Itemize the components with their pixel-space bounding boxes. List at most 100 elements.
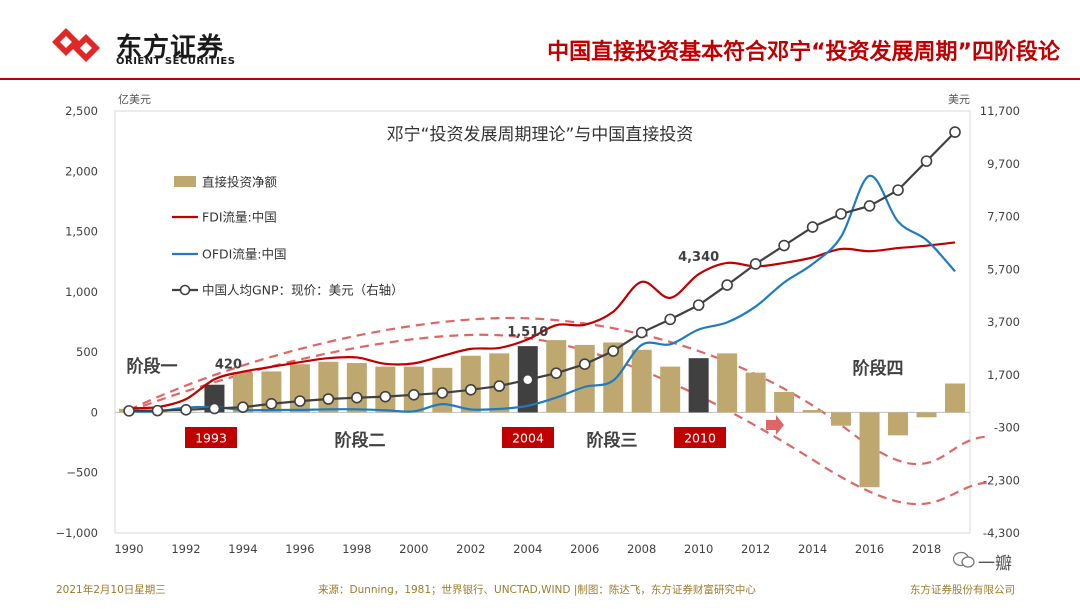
year-tag-label: 2004 — [512, 431, 544, 446]
gnp-marker — [664, 313, 676, 326]
y-right-tick-label: 5,700 — [987, 262, 1020, 276]
net-investment-bar — [574, 344, 595, 413]
gnp-marker — [892, 184, 904, 196]
y-right-tick-label: -2,300 — [983, 473, 1020, 487]
legend-swatch-gnp-marker — [179, 284, 191, 296]
left-axis-unit: 亿美元 — [118, 93, 151, 106]
gnp-marker — [351, 391, 363, 404]
gnp-marker — [123, 405, 135, 417]
y-right-tick-label: 11,700 — [980, 104, 1020, 118]
legend-label: OFDI流量:中国 — [202, 247, 287, 262]
gnp-marker — [863, 200, 876, 212]
page-title: 中国直接投资基本符合邓宁“投资发展周期”四阶段论 — [547, 40, 1060, 65]
x-tick-label: 2000 — [399, 542, 428, 556]
gnp-marker — [237, 401, 249, 413]
net-investment-bar — [745, 372, 766, 413]
y-left-tick-label: 1,000 — [65, 285, 98, 299]
gnp-marker — [749, 258, 762, 270]
x-tick-label: 2006 — [570, 542, 599, 556]
brand-name-cn: 东方证券 — [116, 33, 225, 63]
y-right-tick-label: 9,700 — [987, 157, 1020, 171]
plot-frame — [114, 110, 971, 534]
x-tick-label: 1994 — [228, 542, 257, 556]
year-tag-badge — [674, 427, 726, 448]
gnp-data-label: 420 — [215, 358, 242, 373]
y-left-tick-label: 1,500 — [65, 225, 98, 239]
y-left-tick-label: 0 — [91, 405, 98, 419]
gnp-marker — [436, 387, 449, 399]
fdi-chart: 邓宁“投资发展周期理论”与中国直接投资 亿美元 美元 −1,000 −500 0 50… — [55, 93, 1020, 556]
y-left-tick-label: 2,000 — [65, 164, 98, 178]
y-left-tick-label: −500 — [66, 466, 98, 480]
y-left-tick-label: −1,000 — [55, 526, 98, 540]
stage-label: 阶段一 — [127, 356, 178, 377]
gnp-data-label: 1,510 — [507, 325, 548, 340]
net-investment-bar — [603, 342, 624, 413]
net-investment-bar — [916, 412, 937, 418]
gnp-marker — [265, 397, 278, 410]
gnp-marker — [408, 388, 420, 401]
gnp-marker — [208, 402, 221, 415]
footer-company: 东方证券股份有限公司 — [910, 584, 1015, 596]
footer-date: 2021年2月10日星期三 — [56, 584, 166, 596]
gnp-marker — [692, 299, 705, 311]
stage-curve-upper — [128, 316, 991, 466]
net-investment-bar — [232, 372, 253, 413]
gnp-marker — [464, 383, 477, 396]
year-tag-label: 2010 — [684, 431, 716, 446]
gnp-marker — [806, 221, 819, 233]
x-tick-label: 2016 — [855, 542, 884, 556]
gnp-marker — [607, 345, 620, 357]
gnp-marker — [180, 404, 192, 416]
x-tick-label: 2018 — [912, 542, 941, 556]
gnp-marker — [949, 126, 961, 138]
gnp-marker — [578, 358, 591, 371]
x-tick-label: 2004 — [513, 542, 542, 556]
net-investment-bar — [346, 362, 367, 413]
legend-label: 中国人均GNP：现价：美元（右轴） — [202, 283, 404, 298]
x-tick-label: 2008 — [627, 542, 656, 556]
wechat-icon — [953, 551, 975, 568]
legend-label: FDI流量:中国 — [202, 210, 277, 225]
net-investment-bar — [688, 358, 709, 413]
fdi-line — [128, 241, 956, 410]
x-tick-label: 2012 — [741, 542, 770, 556]
legend-label: 直接投资净额 — [202, 175, 278, 190]
year-tag-badge — [185, 427, 237, 448]
gnp-marker — [550, 367, 563, 379]
net-investment-bar — [774, 391, 795, 413]
gnp-marker — [294, 395, 306, 407]
net-investment-bar — [204, 384, 225, 413]
gnp-marker — [835, 208, 847, 220]
net-investment-bar — [717, 353, 738, 413]
orient-securities-logo-icon — [52, 28, 100, 62]
brand-name-en: ORIENT SECURITIES — [116, 56, 236, 67]
y-right-tick-label: 1,700 — [987, 368, 1020, 382]
watermark-text: 一瓣 — [978, 554, 1012, 574]
y-left-tick-label: 2,500 — [65, 104, 98, 118]
gnp-marker — [521, 373, 534, 386]
year-tag-badge — [502, 427, 554, 448]
stage-label: 阶段二 — [335, 430, 386, 451]
y-left-tick-label: 500 — [76, 345, 98, 359]
net-investment-bar — [631, 349, 652, 413]
net-investment-bar — [375, 366, 396, 413]
x-tick-label: 2002 — [456, 542, 485, 556]
y-right-tick-label: 7,700 — [987, 210, 1020, 224]
footer-source: 来源：Dunning，1981；世界银行、UNCTAD,WIND |制图：陈达飞… — [318, 584, 756, 596]
title-divider — [0, 78, 1080, 80]
y-right-tick-label: -300 — [994, 421, 1020, 435]
net-investment-bar — [831, 412, 852, 426]
gnp-marker — [379, 390, 392, 403]
y-right-tick-label: 3,700 — [987, 315, 1020, 329]
net-investment-bar — [888, 412, 909, 436]
y-right-tick-label: -4,300 — [983, 526, 1020, 540]
gnp-data-label: 4,340 — [678, 250, 719, 265]
x-tick-label: 2010 — [684, 542, 713, 556]
x-tick-label: 2014 — [798, 542, 827, 556]
x-tick-label: 1992 — [171, 542, 200, 556]
year-tag-label: 1993 — [195, 431, 227, 446]
gnp-marker — [920, 155, 933, 167]
x-tick-label: 1998 — [342, 542, 371, 556]
